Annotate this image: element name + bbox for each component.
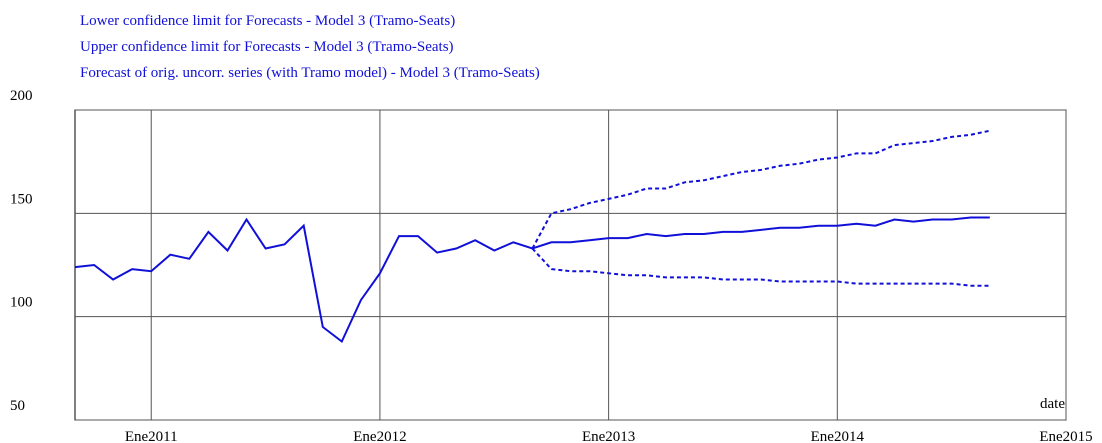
y-tick-label: 150 <box>10 191 33 207</box>
series-line <box>531 129 991 249</box>
y-tick-label: 200 <box>10 88 33 104</box>
x-tick-label: Ene2013 <box>582 429 635 443</box>
legend-entry: Upper confidence limit for Forecasts - M… <box>80 39 454 55</box>
x-axis-label: date <box>1040 396 1065 412</box>
legend-entry: Lower confidence limit for Forecasts - M… <box>80 13 455 29</box>
y-tick-label: 100 <box>10 295 33 311</box>
x-tick-label: Ene2014 <box>811 429 865 443</box>
series-line <box>74 216 990 344</box>
legend-entry: Forecast of orig. uncorr. series (with T… <box>80 65 540 81</box>
y-tick-label: 50 <box>10 398 25 414</box>
plot-frame <box>74 109 1067 421</box>
series-line <box>531 247 990 287</box>
x-tick-label: Ene2015 <box>1039 429 1092 443</box>
x-tick-label: Ene2012 <box>353 429 406 443</box>
x-tick-label: Ene2011 <box>125 429 178 443</box>
